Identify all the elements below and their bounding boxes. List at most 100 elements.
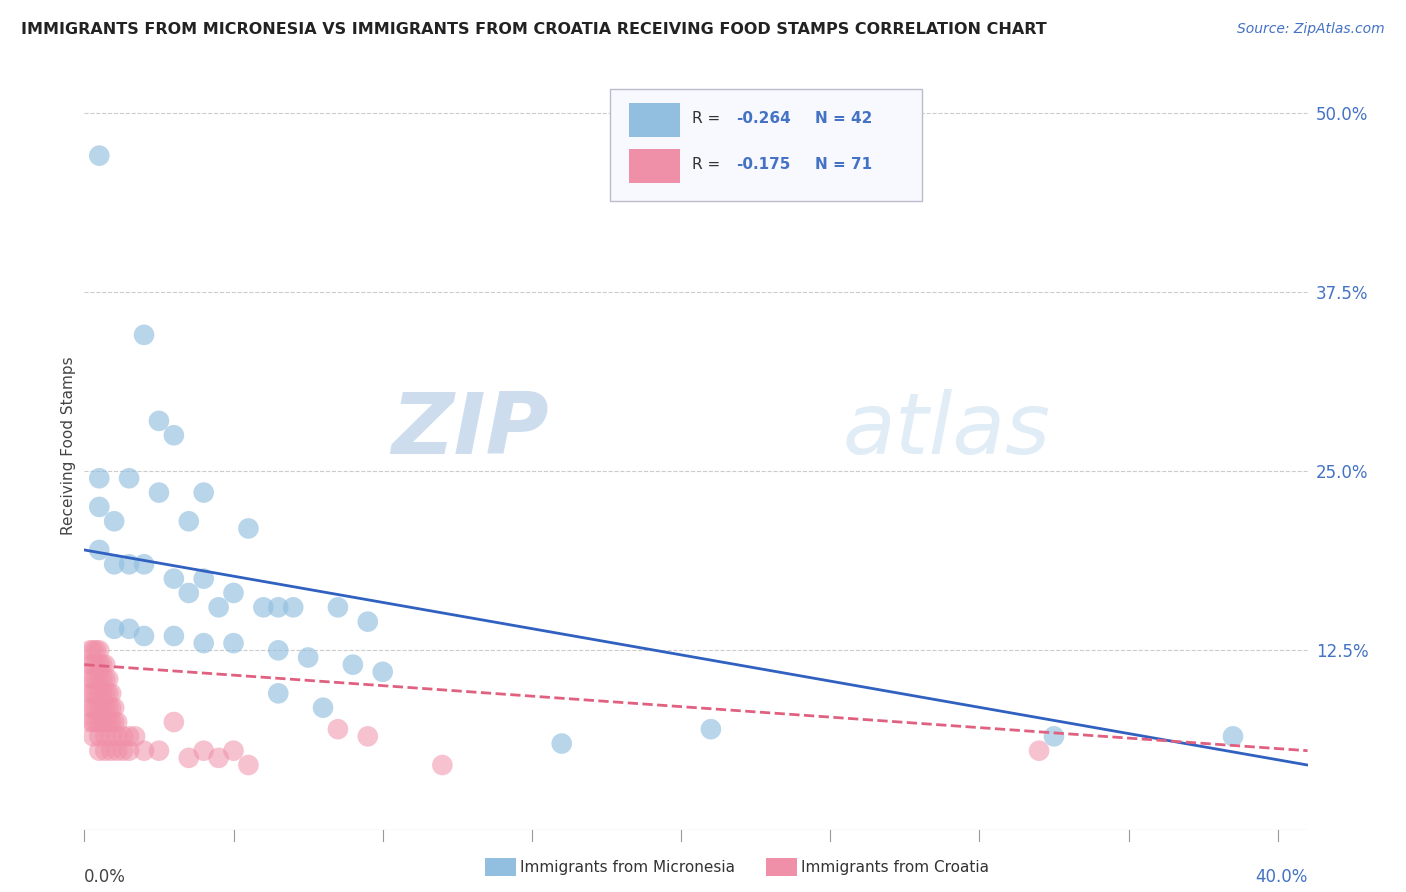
Point [89,730,111,744]
Point [79,714,101,729]
Point [94,700,117,714]
Point [94,744,117,758]
Point [79,643,101,657]
Point [97,714,120,729]
Point [283,600,305,615]
Point [118,730,141,744]
Point [238,758,260,772]
Point [342,657,364,672]
FancyBboxPatch shape [628,103,681,136]
Point [82,672,104,686]
Point [103,714,125,729]
Point [193,572,215,586]
Point [100,744,122,758]
Point [177,751,200,765]
Point [222,744,245,758]
Point [132,744,155,758]
FancyBboxPatch shape [610,89,922,201]
Point [94,686,117,700]
Text: -0.264: -0.264 [737,111,792,126]
Point [82,643,104,657]
Point [222,636,245,650]
Point [148,485,170,500]
Point [118,744,141,758]
Point [103,558,125,572]
Point [267,600,290,615]
Point [207,600,229,615]
Point [94,714,117,729]
Point [84,657,107,672]
Point [82,657,104,672]
Point [84,686,107,700]
Point [238,521,260,535]
Point [82,686,104,700]
Point [193,636,215,650]
Point [163,714,186,729]
Point [91,700,114,714]
Text: -0.175: -0.175 [737,157,790,172]
Point [118,622,141,636]
Point [79,686,101,700]
Point [89,643,111,657]
Point [118,558,141,572]
Point [193,485,215,500]
Point [112,730,135,744]
Point [267,686,290,700]
Point [103,514,125,528]
Point [97,672,120,686]
Point [89,657,111,672]
Point [1222,730,1244,744]
Text: ZIP: ZIP [391,389,550,472]
Point [312,700,335,714]
Point [100,714,122,729]
Text: R =: R = [692,111,725,126]
Point [371,665,394,679]
Point [124,730,146,744]
Point [97,700,120,714]
Point [357,615,380,629]
Point [89,471,111,485]
Point [82,714,104,729]
Point [97,686,120,700]
Point [79,657,101,672]
Point [84,672,107,686]
Point [163,629,186,643]
Point [89,686,111,700]
Point [222,586,245,600]
Point [79,672,101,686]
Point [252,600,274,615]
Text: IMMIGRANTS FROM MICRONESIA VS IMMIGRANTS FROM CROATIA RECEIVING FOOD STAMPS CORR: IMMIGRANTS FROM MICRONESIA VS IMMIGRANTS… [21,22,1047,37]
Point [177,586,200,600]
Point [132,629,155,643]
Point [132,327,155,342]
Point [177,514,200,528]
Text: N = 71: N = 71 [814,157,872,172]
Point [100,700,122,714]
Point [89,672,111,686]
Text: Source: ZipAtlas.com: Source: ZipAtlas.com [1237,22,1385,37]
Text: 0.0%: 0.0% [84,868,127,887]
Point [91,657,114,672]
Point [91,686,114,700]
Text: 40.0%: 40.0% [1256,868,1308,887]
Point [432,758,454,772]
Point [89,700,111,714]
Point [193,744,215,758]
Point [89,744,111,758]
Point [89,543,111,558]
Point [103,700,125,714]
Y-axis label: Receiving Food Stamps: Receiving Food Stamps [60,357,76,535]
Point [326,600,349,615]
Point [94,730,117,744]
Point [357,730,380,744]
Point [91,714,114,729]
Point [163,572,186,586]
Point [148,744,170,758]
Point [132,558,155,572]
Point [297,650,319,665]
Point [82,730,104,744]
Point [267,643,290,657]
Point [84,714,107,729]
Point [105,714,128,729]
Text: Immigrants from Micronesia: Immigrants from Micronesia [520,860,735,874]
